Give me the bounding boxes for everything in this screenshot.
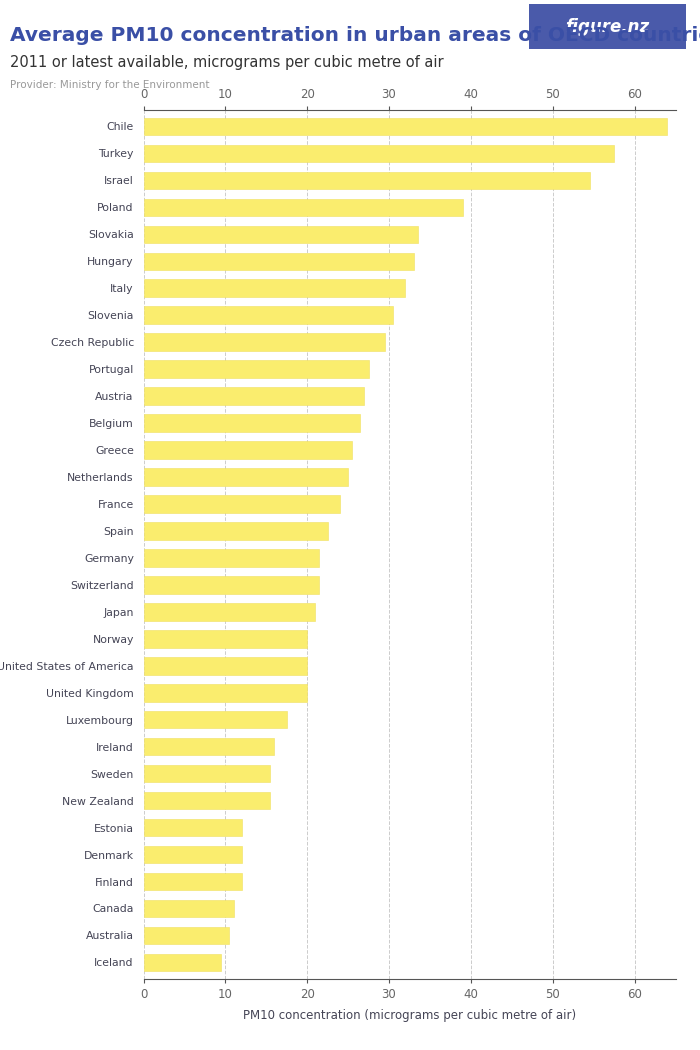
Bar [144,576,319,593]
Bar [144,360,369,378]
Bar [144,145,614,162]
Bar [144,441,352,459]
Bar [144,657,307,674]
Bar [144,819,242,837]
Bar [144,549,319,567]
Bar [144,415,360,432]
Bar [144,711,287,729]
Bar [144,900,234,918]
Bar [144,334,385,351]
Bar [144,307,393,324]
Bar [144,496,340,512]
Bar [144,684,307,701]
X-axis label: PM10 concentration (micrograms per cubic metre of air): PM10 concentration (micrograms per cubic… [243,1009,576,1022]
Bar [144,387,365,405]
Bar [144,279,405,297]
Bar [144,953,221,971]
Bar [144,226,418,243]
Text: Average PM10 concentration in urban areas of OECD countries: Average PM10 concentration in urban area… [10,26,700,45]
Bar [144,846,242,863]
Bar [144,171,589,189]
Bar [144,873,242,890]
Text: Provider: Ministry for the Environment: Provider: Ministry for the Environment [10,80,210,90]
Text: 2011 or latest available, micrograms per cubic metre of air: 2011 or latest available, micrograms per… [10,55,444,69]
Bar [144,468,348,486]
Bar [144,603,316,621]
Bar [144,252,414,270]
Bar [144,764,270,782]
Bar [144,927,230,944]
Bar [144,118,667,135]
Bar [144,792,270,810]
Bar [144,522,328,540]
Bar [144,630,307,648]
Bar [144,738,274,755]
Bar [144,198,463,216]
Text: figure.nz: figure.nz [565,18,650,36]
